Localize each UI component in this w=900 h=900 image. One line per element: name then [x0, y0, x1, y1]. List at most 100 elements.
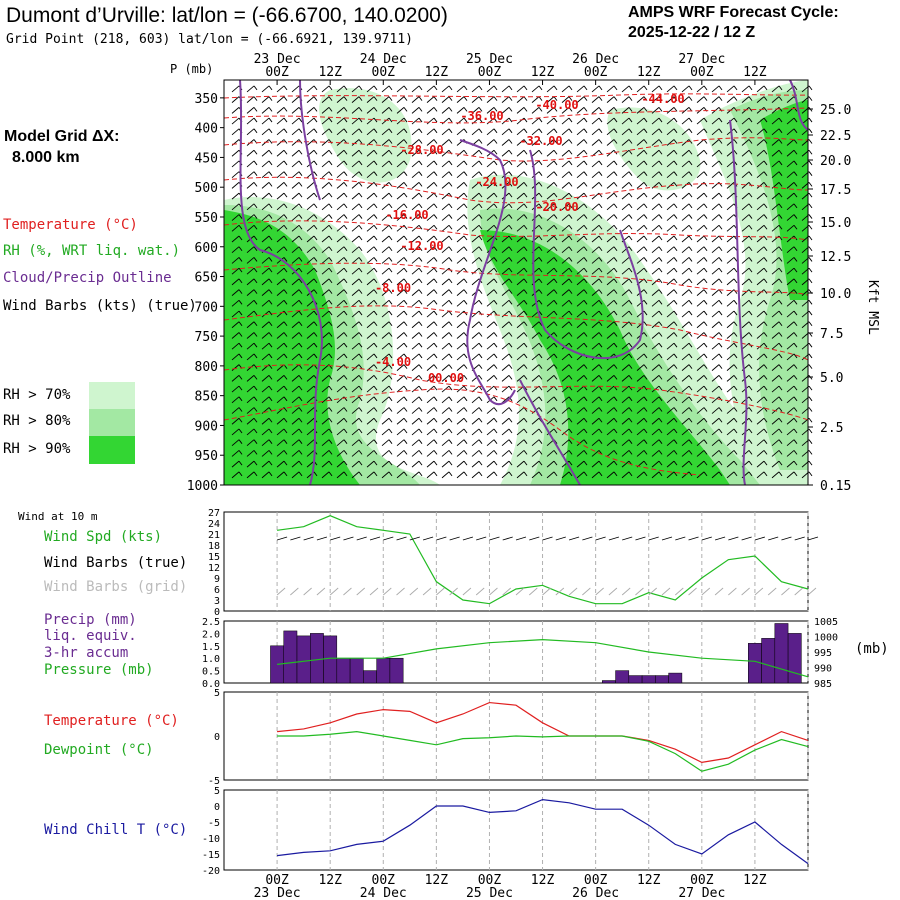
wind-barb-flag	[433, 160, 438, 166]
wind-barb	[261, 235, 270, 243]
wind-barb	[231, 471, 240, 479]
wind-barb	[681, 428, 690, 436]
wind-barb-flag	[748, 192, 753, 198]
wind-barb-flag	[463, 117, 468, 123]
wind-barb	[741, 267, 750, 275]
wind-barb	[471, 407, 480, 414]
wind-barb-10m	[462, 536, 474, 541]
wind-barb-flag	[403, 460, 408, 466]
wind-barb	[531, 117, 540, 125]
wind-barb	[441, 375, 450, 382]
wind-barb	[486, 375, 495, 382]
wind-barb-grid	[781, 587, 790, 596]
wind-barb-flag	[538, 278, 543, 284]
wind-barb-flag	[628, 171, 633, 176]
wind-barb	[486, 235, 495, 243]
wind-barb	[276, 107, 285, 114]
wind-barb-flag	[598, 342, 603, 348]
wind-barb-flag	[763, 385, 768, 391]
wind-barb	[666, 128, 675, 136]
wind-barb-10m	[449, 536, 460, 541]
wind-barb-flag	[283, 96, 288, 101]
wind-barb-flag	[733, 289, 738, 294]
wind-barb	[291, 117, 300, 125]
wind-barb	[351, 450, 360, 457]
wind-barb	[246, 117, 255, 125]
wind-barb-flag	[718, 460, 723, 466]
wind-barb	[561, 214, 570, 221]
wind-barb	[426, 364, 435, 371]
wind-barb	[351, 171, 360, 179]
wind-barb	[231, 310, 240, 318]
wind-barb-flag	[703, 278, 708, 284]
wind-barb	[321, 471, 330, 479]
wind-barb-flag	[583, 342, 588, 348]
wind-panel-ytick: 24	[208, 519, 220, 530]
temperature-contour-0	[223, 93, 809, 99]
wind-barb-flag	[343, 460, 348, 466]
wind-barb-flag	[763, 160, 768, 166]
wind-barb	[471, 192, 480, 200]
wind-barb	[381, 107, 390, 114]
wind-barb-flag	[328, 182, 333, 187]
wind-barb	[426, 310, 435, 318]
wind-barb-flag	[478, 289, 483, 294]
wind-barb	[696, 128, 705, 136]
wind-barb	[636, 375, 645, 382]
wind-barb-flag	[343, 96, 348, 101]
wind-barb	[651, 235, 660, 243]
wind-barb-flag	[748, 235, 753, 241]
precip-panel-ytick: 2.5	[202, 617, 220, 628]
wind-barb	[246, 439, 255, 447]
wind-barb	[576, 139, 585, 146]
wind-barb-flag	[763, 396, 768, 402]
wind-barb-flag	[703, 439, 708, 444]
wind-barb	[351, 310, 360, 318]
wind-barb	[396, 471, 405, 479]
wind-barb	[651, 257, 660, 264]
wind-barb	[411, 278, 420, 286]
wind-barb-flag	[643, 171, 648, 176]
wind-barb-flag	[658, 460, 663, 466]
wind-barb-flag	[613, 160, 618, 166]
wind-barb	[711, 128, 720, 136]
wind-barb	[621, 353, 630, 361]
wind-barb	[306, 428, 315, 436]
wind-barb-flag	[763, 96, 768, 101]
wind-barb	[441, 428, 450, 436]
wind-barb	[231, 203, 240, 211]
wind-barb	[741, 85, 750, 93]
wind-barb	[486, 203, 495, 211]
wind-barb-flag	[298, 214, 303, 219]
wind-barb	[351, 460, 360, 468]
wind-barb	[546, 203, 555, 211]
wind-barb-grid	[621, 587, 631, 596]
wind-barb-flag	[703, 235, 708, 241]
wind-barb-flag	[733, 107, 738, 112]
wind-barb-flag	[268, 171, 273, 176]
wind-barb-flag	[373, 460, 378, 466]
wind-barb	[711, 364, 720, 371]
wind-barb	[501, 278, 510, 286]
wind-barb-flag	[538, 450, 543, 455]
wind-barb	[516, 439, 525, 447]
wind-barb	[681, 224, 690, 232]
wind-barb	[636, 192, 645, 200]
wind-barb-flag	[313, 353, 318, 359]
wind-barb	[246, 375, 255, 382]
wind-barb	[351, 299, 360, 307]
wind-barb	[306, 214, 315, 221]
wind-barb	[411, 299, 420, 307]
wind-barb	[771, 428, 780, 436]
wind-barb	[441, 471, 450, 479]
wind-barb-flag	[418, 396, 423, 402]
wind-barb	[471, 96, 480, 103]
wind-barb-flag	[283, 428, 288, 434]
wind-barb	[486, 171, 495, 179]
wind-barb	[576, 375, 585, 382]
wind-barb-flag	[358, 267, 363, 273]
wind-barb-flag	[433, 342, 438, 348]
wind-barb	[501, 224, 510, 232]
wind-barb-flag	[673, 439, 678, 444]
wind-barb-flag	[343, 107, 348, 112]
